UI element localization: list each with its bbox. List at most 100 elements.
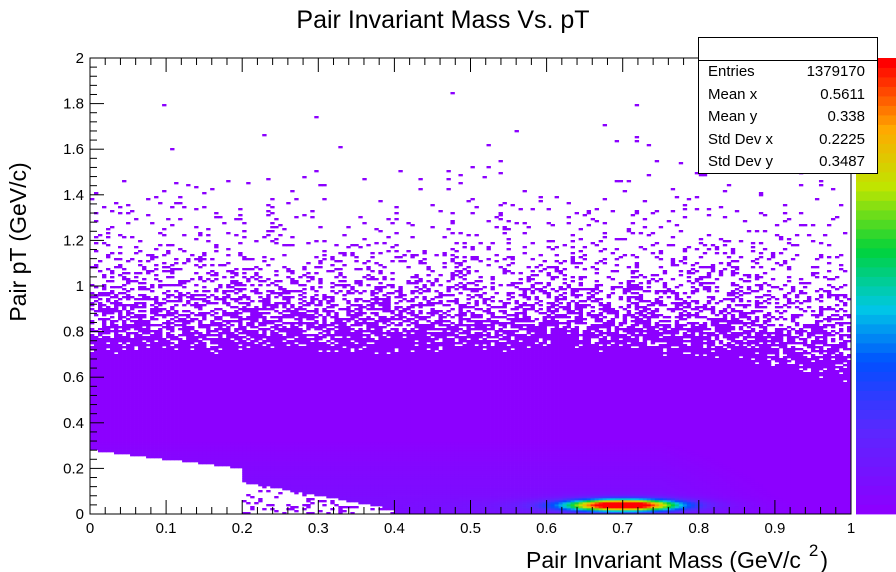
heatmap-cell <box>230 306 235 309</box>
heatmap-cell <box>314 358 319 361</box>
heatmap-cell <box>310 440 315 443</box>
heatmap-cell <box>130 428 135 431</box>
heatmap-cell <box>138 388 143 391</box>
heatmap-cell <box>90 322 95 325</box>
heatmap-cell <box>98 446 103 449</box>
heatmap-cell <box>138 434 143 437</box>
heatmap-cell <box>238 406 243 409</box>
heatmap-cell <box>282 470 287 473</box>
heatmap-cell <box>222 392 227 395</box>
heatmap-cell <box>154 336 159 339</box>
heatmap-cell <box>302 444 307 447</box>
heatmap-cell <box>242 366 247 369</box>
heatmap-cell <box>290 362 295 365</box>
heatmap-cell <box>262 300 267 303</box>
heatmap-cell <box>266 474 271 477</box>
heatmap-cell <box>194 304 199 307</box>
heatmap-cell <box>166 394 171 397</box>
heatmap-cell <box>110 384 115 387</box>
heatmap-cell <box>154 422 159 425</box>
heatmap-cell <box>270 326 275 329</box>
heatmap-cell <box>94 426 99 429</box>
heatmap-cell <box>290 388 295 391</box>
heatmap-cell <box>94 434 99 437</box>
heatmap-cell <box>266 298 271 301</box>
heatmap-cell <box>146 340 151 343</box>
heatmap-cell <box>182 324 187 327</box>
heatmap-cell <box>318 434 323 437</box>
heatmap-cell <box>162 396 167 399</box>
heatmap-cell <box>190 400 195 403</box>
heatmap-cell <box>186 412 191 415</box>
heatmap-cell <box>294 434 299 437</box>
heatmap-cell <box>138 424 143 427</box>
heatmap-cell <box>298 428 303 431</box>
heatmap-cell <box>162 440 167 443</box>
heatmap-cell <box>206 356 211 359</box>
heatmap-cell <box>182 280 187 283</box>
heatmap-cell <box>94 392 99 395</box>
heatmap-cell <box>290 422 295 425</box>
heatmap-cell <box>242 364 247 367</box>
heatmap-cell <box>274 438 279 441</box>
heatmap-cell <box>270 476 275 479</box>
heatmap-cell <box>298 416 303 419</box>
heatmap-cell <box>134 246 139 249</box>
heatmap-cell <box>258 400 263 403</box>
heatmap-cell <box>318 372 323 375</box>
heatmap-cell <box>126 278 131 281</box>
heatmap-cell <box>290 390 295 393</box>
heatmap-cell <box>270 486 275 489</box>
heatmap-cell <box>114 438 119 441</box>
heatmap-cell <box>314 328 319 331</box>
heatmap-cell <box>190 430 195 433</box>
heatmap-cell <box>162 422 167 425</box>
heatmap-cells <box>90 92 852 515</box>
heatmap-cell <box>206 368 211 371</box>
heatmap-cell <box>94 380 99 383</box>
heatmap-cell <box>146 358 151 361</box>
heatmap-cell <box>266 468 271 471</box>
heatmap-cell <box>314 312 319 315</box>
heatmap-cell <box>98 318 103 321</box>
heatmap-cell <box>282 440 287 443</box>
heatmap-cell <box>246 424 251 427</box>
heatmap-cell <box>138 446 143 449</box>
heatmap-cell <box>142 330 147 333</box>
heatmap-cell <box>146 332 151 335</box>
heatmap-cell <box>122 396 127 399</box>
heatmap-cell <box>282 432 287 435</box>
heatmap-cell <box>302 300 307 303</box>
heatmap-cell <box>110 424 115 427</box>
heatmap-cell <box>102 304 107 307</box>
heatmap-cell <box>250 508 255 511</box>
heatmap-cell <box>286 388 291 391</box>
heatmap-cell <box>222 382 227 385</box>
heatmap-cell <box>302 472 307 475</box>
heatmap-cell <box>186 280 191 283</box>
heatmap-cell <box>142 282 147 285</box>
heatmap-cell <box>138 404 143 407</box>
heatmap-cell <box>214 350 219 353</box>
heatmap-cell <box>314 440 319 443</box>
heatmap-cell <box>102 396 107 399</box>
heatmap-cell <box>166 420 171 423</box>
heatmap-cell <box>222 344 227 347</box>
heatmap-cell <box>114 258 119 261</box>
heatmap-cell <box>222 366 227 369</box>
heatmap-cell <box>210 392 215 395</box>
heatmap-cell <box>190 380 195 383</box>
heatmap-cell <box>198 326 203 329</box>
heatmap-cell <box>170 424 175 427</box>
heatmap-cell <box>234 372 239 375</box>
heatmap-cell <box>190 304 195 307</box>
heatmap-cell <box>310 210 315 213</box>
heatmap-cell <box>162 266 167 269</box>
heatmap-cell <box>106 404 111 407</box>
heatmap-cell <box>314 456 319 459</box>
heatmap-cell <box>206 380 211 383</box>
heatmap-cell <box>318 352 323 355</box>
heatmap-cell <box>194 372 199 375</box>
heatmap-cell <box>106 338 111 341</box>
heatmap-cell <box>162 412 167 415</box>
